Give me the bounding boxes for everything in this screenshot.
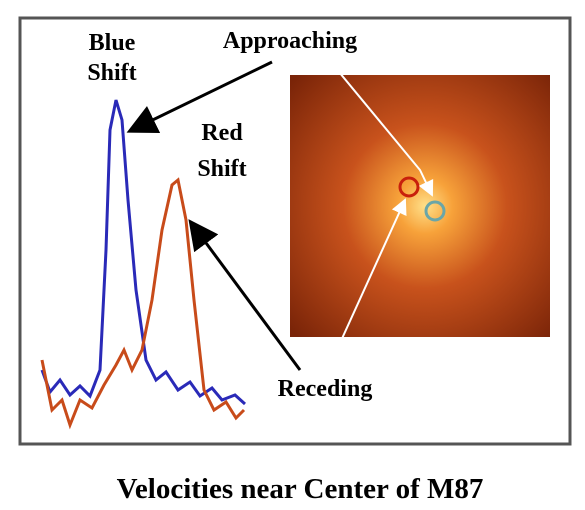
label: Shift [197,156,246,182]
caption: Velocities near Center of M87 [117,473,484,505]
figure: Blue Shift Approaching Red Shift Recedin… [0,0,585,510]
label: Shift [87,60,136,86]
page: Blue Shift Approaching Red Shift Recedin… [0,0,585,510]
galaxy-image [290,75,550,337]
label: Red [201,120,243,146]
label: Blue [89,30,136,56]
label: Receding [278,376,373,402]
label: Approaching [223,28,357,54]
